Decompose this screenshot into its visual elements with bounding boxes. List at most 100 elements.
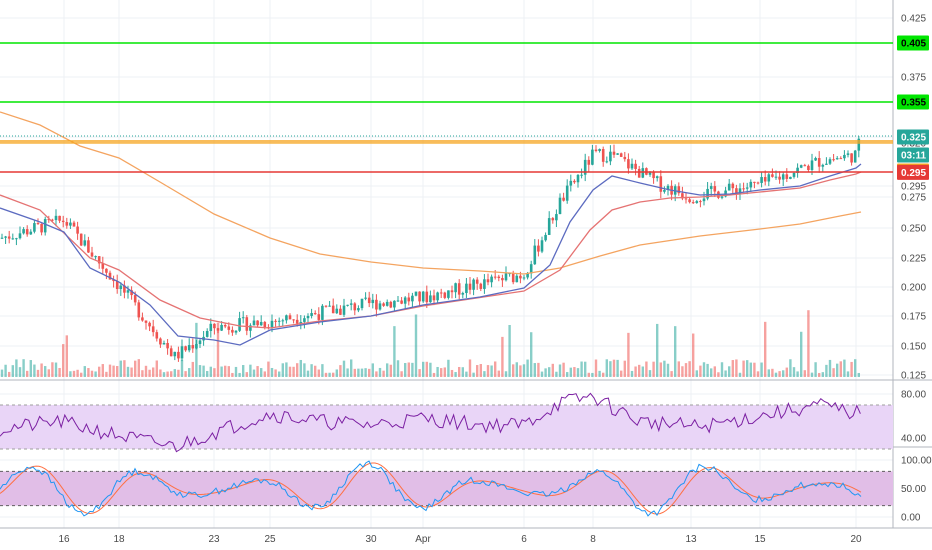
candle-body [169, 348, 173, 357]
candle-body [209, 323, 213, 332]
volume-bar [447, 359, 450, 377]
price-axis-label: 0.175 [901, 312, 926, 323]
candle-body [335, 308, 339, 314]
volume-bar [450, 369, 454, 377]
candle-body [61, 220, 65, 223]
price-tag [897, 94, 929, 110]
candle-body [522, 277, 526, 279]
time-axis-label: 16 [58, 534, 70, 545]
candle-body [238, 318, 241, 331]
candle-body [15, 238, 18, 240]
candle-body [331, 305, 335, 314]
volume-bar [231, 372, 234, 377]
candle-body [177, 351, 180, 359]
candle-body [180, 346, 184, 359]
volume-bar [681, 366, 684, 377]
volume-bar [191, 361, 194, 377]
candle-body [94, 256, 97, 258]
candle-body [846, 153, 850, 155]
volume-bar [15, 359, 18, 377]
volume-bar [389, 364, 392, 377]
volume-bar [818, 372, 821, 377]
candle-body [4, 236, 7, 238]
candles-layer [0, 135, 861, 362]
candle-body [688, 199, 691, 203]
stoch-band [0, 471, 893, 506]
price-tag-label: 0.355 [901, 98, 926, 109]
volume-bar [677, 361, 680, 377]
candle-body [735, 188, 738, 195]
volume-bar [368, 368, 371, 377]
candle-body [792, 173, 796, 177]
volume-bar [123, 360, 126, 377]
volume-bar [256, 366, 259, 377]
volume-bar [440, 368, 443, 377]
candle-body [317, 314, 321, 320]
volume-bar [465, 371, 468, 377]
price-axis-label: 0.225 [901, 254, 926, 265]
volume-bar [148, 369, 151, 377]
volume-bar [544, 368, 547, 377]
volume-bar [166, 371, 169, 377]
volume-bar [566, 372, 569, 377]
candle-body [299, 321, 303, 324]
candle-body [666, 185, 670, 190]
candle-body [681, 193, 684, 199]
volume-bar [29, 360, 32, 377]
candle-body [292, 319, 295, 321]
volume-bar [774, 372, 778, 377]
volume-bar [724, 370, 727, 377]
volume-bar [188, 368, 191, 377]
candle-body [151, 326, 155, 333]
volume-bar [87, 368, 90, 377]
candle-body [249, 325, 252, 331]
price-tag [897, 147, 929, 163]
volume-bar [706, 363, 709, 377]
volume-bar [270, 367, 274, 377]
volume-bar [108, 364, 112, 377]
candle-body [223, 324, 227, 327]
candle-body [551, 218, 555, 221]
volume-bar [342, 360, 346, 377]
time-axis-label: 25 [264, 534, 276, 545]
rsi-axis-label: 80.00 [901, 390, 926, 401]
candle-body [825, 163, 828, 165]
candle-body [43, 219, 47, 233]
candle-body [630, 163, 634, 169]
price-tag-label: 0.325 [901, 133, 926, 144]
volume-bar [332, 372, 335, 377]
candle-body [396, 300, 400, 302]
candle-body [349, 303, 353, 305]
candle-body [187, 345, 191, 351]
candle-body [393, 300, 396, 308]
volume-bar [317, 369, 320, 377]
candle-body [159, 338, 162, 345]
price-axis: 0.4250.4050.3750.3550.3250.3200.2950.275… [897, 14, 932, 524]
volume-bar [746, 360, 749, 377]
volume-bar [850, 361, 853, 377]
candle-body [425, 291, 429, 303]
volume-bar [22, 359, 25, 377]
volume-bar [717, 372, 720, 377]
candle-body [702, 198, 706, 202]
volume-bar [760, 362, 763, 377]
candle-body [321, 305, 324, 320]
stoch-k-line [0, 460, 862, 517]
volume-bar [472, 372, 475, 377]
candle-body [69, 222, 72, 226]
volume-bar [785, 367, 788, 377]
volume-bar [630, 370, 634, 377]
candle-body [515, 275, 519, 283]
time-axis-label: 20 [850, 534, 862, 545]
volume-bar [846, 371, 850, 377]
candle-body [303, 318, 306, 322]
candle-body [87, 240, 90, 253]
volume-bar [400, 371, 403, 377]
volume-bar [767, 369, 770, 377]
volume-bar [292, 366, 295, 377]
volume-bar [756, 371, 760, 377]
candle-body [378, 303, 382, 310]
volume-bar [778, 371, 781, 377]
candle-body [7, 236, 11, 239]
